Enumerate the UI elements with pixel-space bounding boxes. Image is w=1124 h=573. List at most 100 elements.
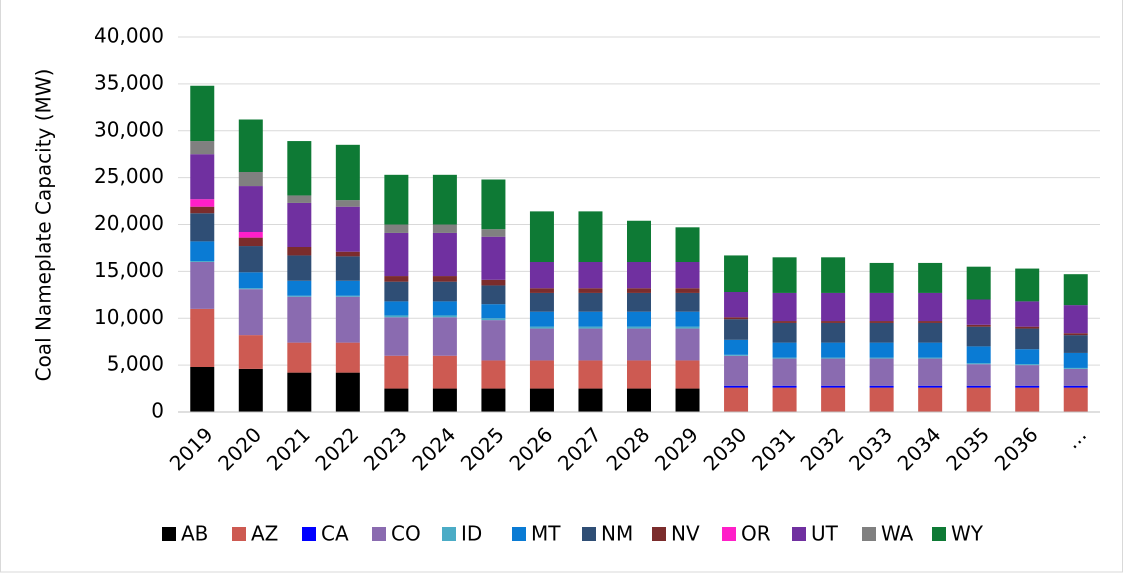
bar-segment [1063, 368, 1088, 386]
bar-segment [1015, 326, 1040, 329]
bar-segment [1015, 268, 1040, 302]
bar-segment [287, 342, 312, 373]
bar-segment [481, 285, 506, 305]
bar-segment [772, 292, 797, 322]
bar-segment [627, 288, 651, 293]
bar-segment [724, 355, 749, 386]
bar-segment [724, 255, 749, 292]
legend-swatch [232, 527, 246, 541]
y-tick-label: 5,000 [107, 352, 164, 376]
bar-segment [821, 321, 846, 323]
y-tick-label: 30,000 [94, 117, 164, 141]
legend-label: OR [741, 522, 771, 546]
legend-label: WY [951, 522, 984, 546]
bar-segment [918, 385, 943, 388]
legend-swatch [162, 527, 176, 541]
y-tick-label: 40,000 [94, 24, 164, 48]
bar-segment [627, 262, 651, 289]
bar-segment [772, 342, 797, 358]
bar-segment [1015, 364, 1040, 366]
bar-segment [190, 213, 215, 242]
bar-segment [432, 317, 457, 356]
bar-segment [772, 357, 797, 359]
bar-segment [724, 292, 749, 318]
bar-segment [675, 262, 700, 289]
legend-label: AZ [251, 522, 278, 546]
bar-segment [1015, 301, 1040, 327]
bar-segment [918, 292, 943, 322]
bar-segment [966, 346, 991, 364]
bar-segment [1063, 367, 1088, 369]
bar-segment [335, 372, 360, 412]
bar-segment [432, 315, 457, 318]
legend-swatch [372, 527, 386, 541]
bar-segment [287, 195, 312, 203]
bar-segment [627, 388, 651, 412]
bar-segment [238, 119, 263, 172]
bar-segment [529, 360, 554, 389]
bar-segment [724, 385, 749, 388]
bar-segment [432, 276, 457, 282]
bar-segment [481, 304, 506, 319]
bar-segment [821, 292, 846, 322]
bar-segment [627, 360, 651, 389]
bar-segment [578, 360, 603, 389]
bar-segment [918, 342, 943, 358]
bar-segment [287, 280, 312, 296]
bar-segment [627, 328, 651, 361]
bar-segment [869, 262, 894, 293]
bar-segment [578, 311, 603, 327]
bar-segment [918, 358, 943, 386]
bar-segment [238, 246, 263, 273]
bar-segment [966, 324, 991, 327]
legend-label: AB [181, 522, 208, 546]
bar-segment [1063, 387, 1088, 412]
bar-segment [821, 387, 846, 412]
bar-segment [190, 141, 215, 155]
legend-swatch [722, 527, 736, 541]
y-tick-label: 25,000 [94, 164, 164, 188]
bar-segment [335, 206, 360, 252]
y-tick-label: 0 [151, 399, 164, 423]
bar-segment [335, 295, 360, 297]
legend-label: ID [461, 522, 482, 546]
y-tick-label: 10,000 [94, 305, 164, 329]
bar-segment [966, 364, 991, 386]
bar-segment [190, 154, 215, 200]
bar-segment [627, 326, 651, 329]
bar-segment [335, 144, 360, 201]
bar-segment [772, 358, 797, 386]
legend-swatch [652, 527, 666, 541]
bar-segment [675, 360, 700, 389]
bar-segment [578, 326, 603, 329]
bar-segment [675, 227, 700, 262]
bar-segment [578, 211, 603, 262]
bar-segment [384, 388, 409, 412]
bar-segment [675, 311, 700, 327]
bar-segment [190, 206, 215, 214]
bar-segment [190, 261, 215, 262]
bar-segment [287, 296, 312, 343]
bar-segment [627, 220, 651, 262]
bar-segment [529, 211, 554, 262]
bar-segment [918, 322, 943, 343]
bar-segment [966, 385, 991, 388]
bar-segment [384, 317, 409, 356]
bar-segment [627, 311, 651, 327]
legend-label: NV [671, 522, 700, 546]
bar-segment [724, 354, 749, 356]
bar-segment [1063, 335, 1088, 353]
bar-segment [772, 257, 797, 293]
bar-segment [1063, 333, 1088, 336]
bar-segment [772, 321, 797, 323]
bar-segment [1063, 352, 1088, 368]
bar-segment [190, 308, 215, 367]
bar-segment [384, 174, 409, 225]
bar-segment [238, 289, 263, 336]
bar-segment [190, 241, 215, 262]
bar-segment [821, 322, 846, 343]
bar-segment [869, 321, 894, 323]
bar-segment [869, 357, 894, 359]
bar-segment [335, 342, 360, 373]
legend-label: CO [391, 522, 421, 546]
